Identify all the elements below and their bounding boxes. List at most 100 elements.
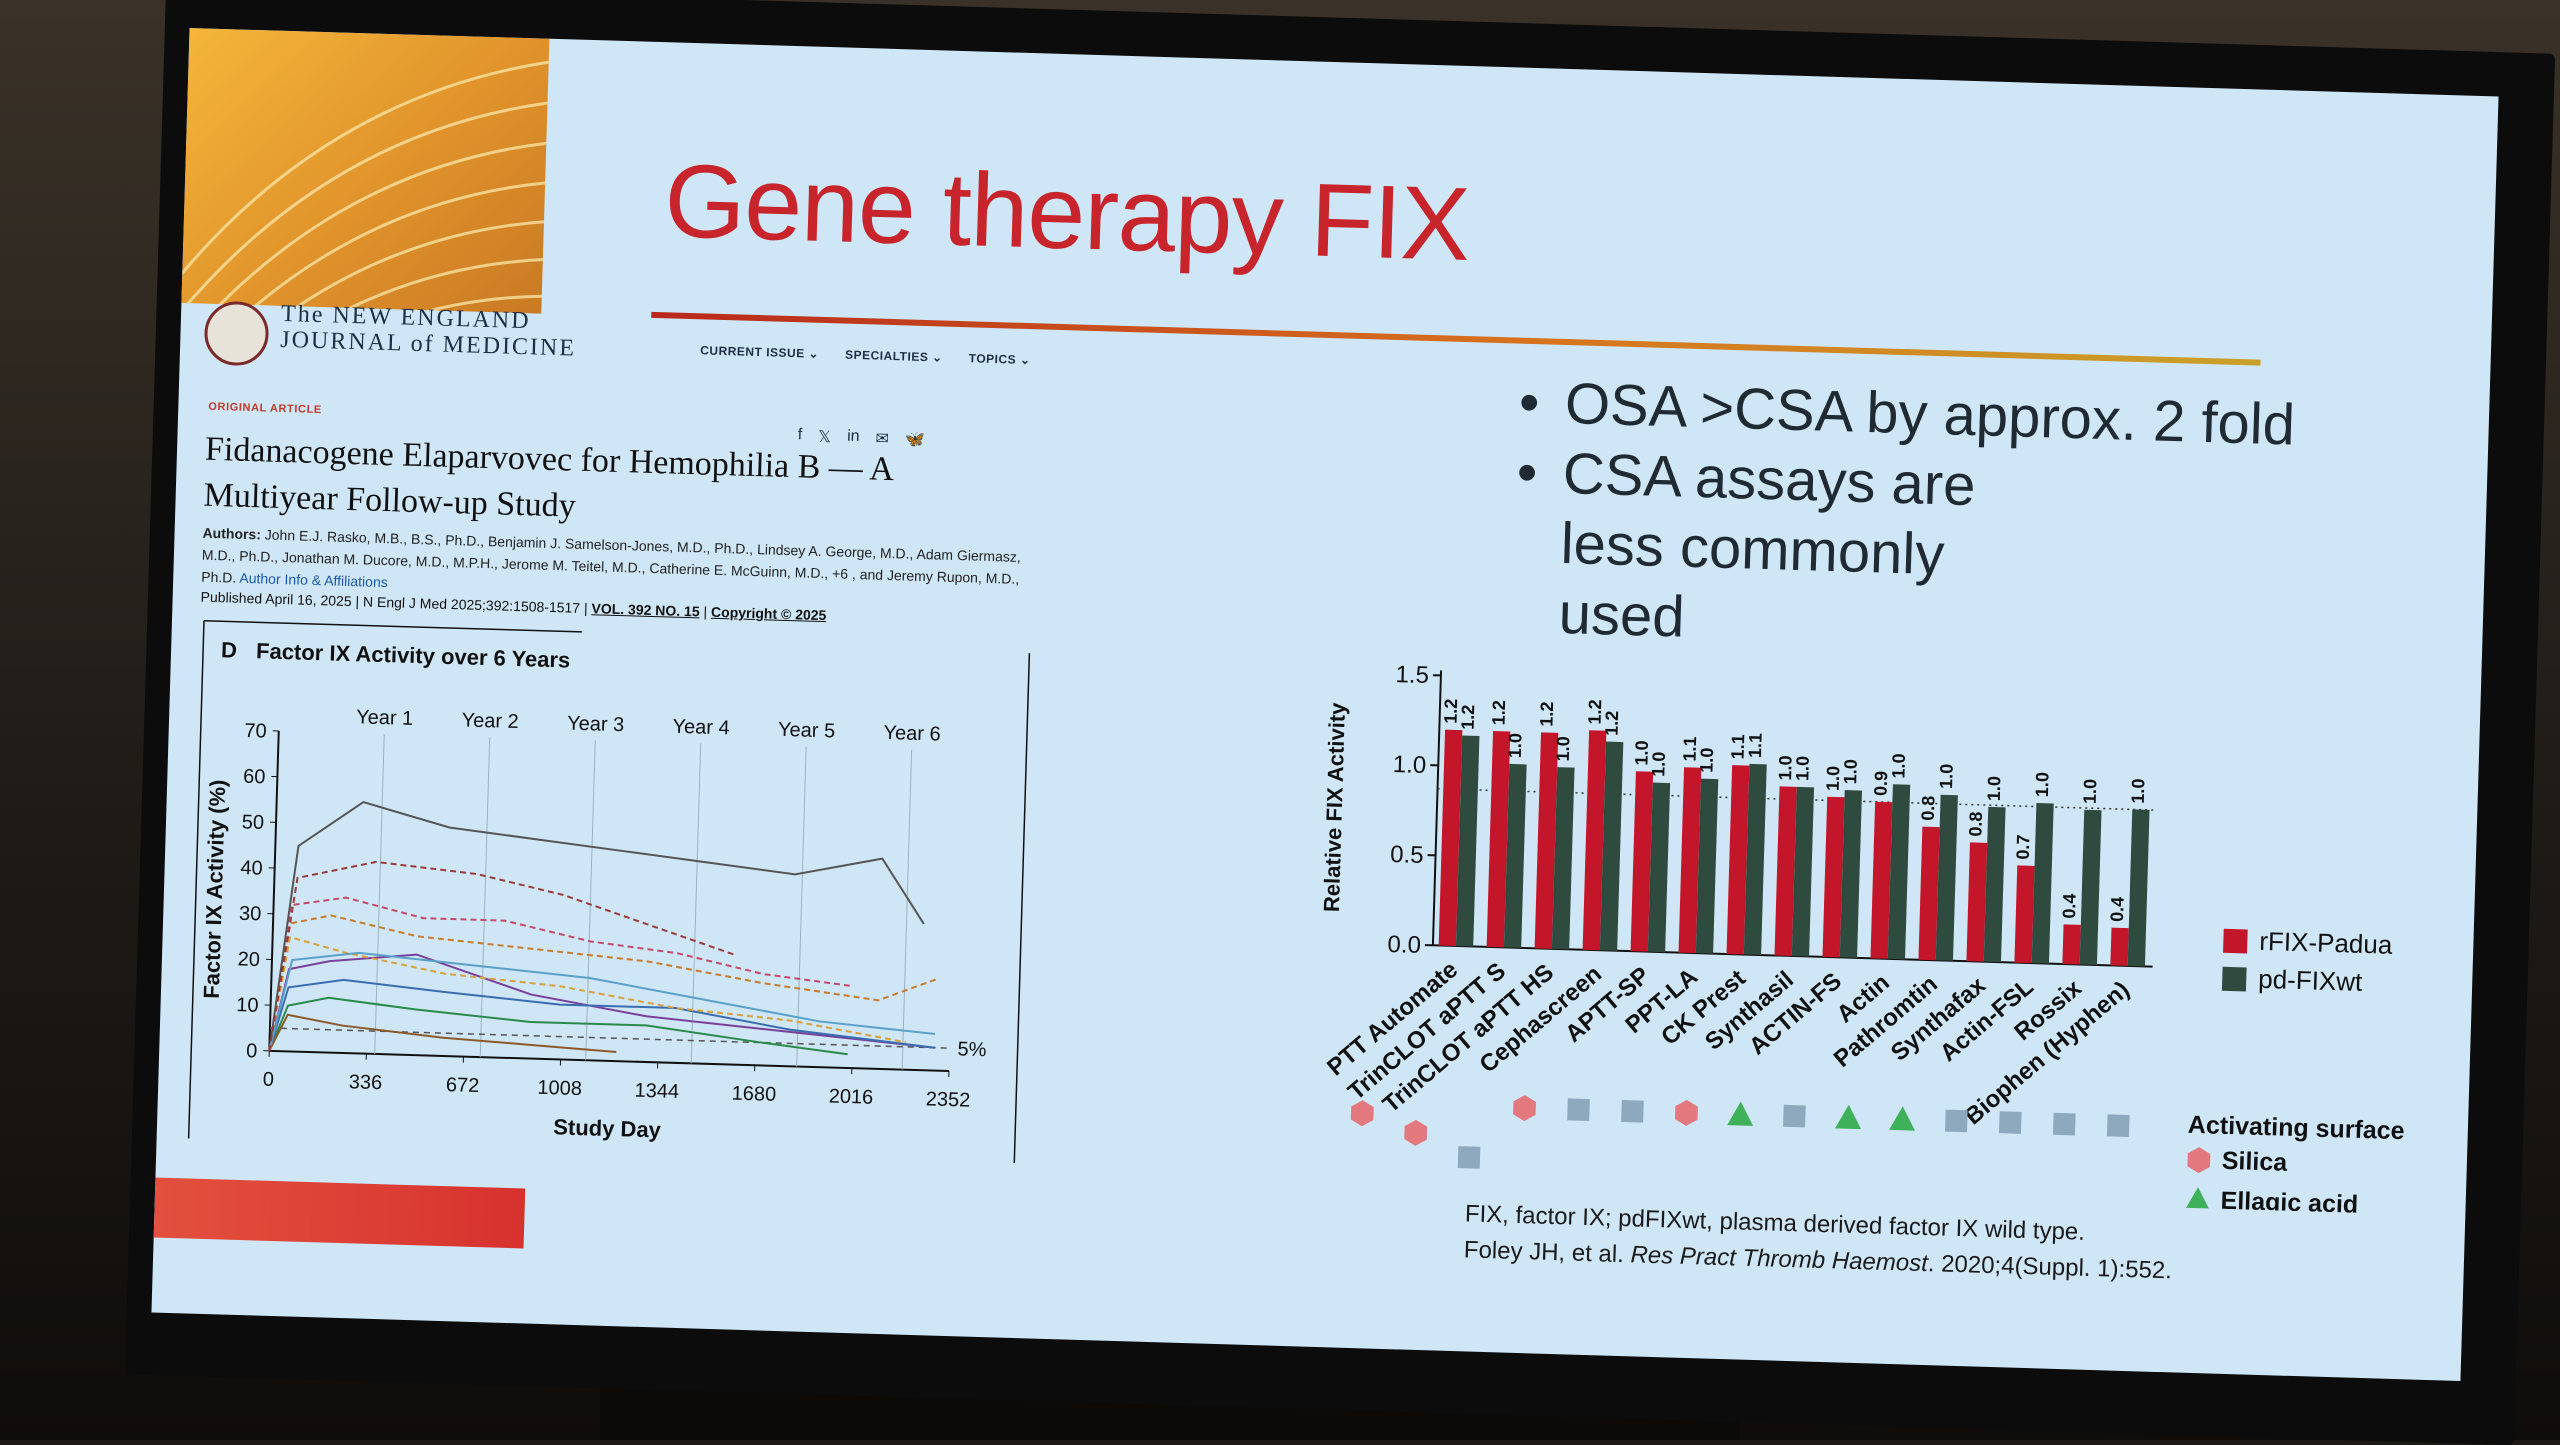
bar-pd-fixwt	[2128, 809, 2150, 966]
y-tick-label: 40	[240, 857, 263, 880]
bar-value-label: 0.7	[2013, 834, 2034, 860]
bar-value-label: 1.0	[1888, 753, 1909, 779]
year-label: Year 2	[461, 709, 519, 733]
y-tick-label: 10	[236, 994, 259, 1017]
nejm-seal-logo	[204, 301, 270, 367]
line-chart-background	[177, 618, 1062, 1164]
y-tick-label: 0	[246, 1040, 258, 1062]
decorative-bottom-band	[154, 1178, 526, 1249]
x-axis-label: Study Day	[553, 1114, 662, 1142]
section-label: ORIGINAL ARTICLE	[208, 401, 322, 416]
factor-ix-line-chart: D Factor IX Activity over 6 Years 010203…	[177, 618, 1062, 1164]
bar-value-label: 1.0	[2128, 778, 2149, 804]
bar-value-label: 1.0	[2080, 779, 2101, 805]
legend-marker-ellagic	[2184, 1187, 2211, 1212]
surface-marker-unknown	[1999, 1111, 2022, 1134]
volume-link[interactable]: VOL. 392 NO. 15	[591, 600, 700, 619]
x-tick-label: 672	[446, 1074, 480, 1097]
bar-y-tick-label: 0.0	[1387, 931, 1421, 959]
menu-specialties[interactable]: SPECIALTIES ⌄	[845, 348, 943, 365]
surface-marker-unknown	[1458, 1146, 1481, 1169]
bar-value-label: 1.0	[1553, 736, 1574, 762]
journal-menu: CURRENT ISSUE ⌄ SPECIALTIES ⌄ TOPICS ⌄	[700, 343, 1031, 367]
x-tick-label: 1008	[537, 1077, 582, 1100]
x-tick-label: 0	[263, 1069, 275, 1091]
legend-label: rFIX-Padua	[2259, 926, 2393, 960]
bar-value-label: 1.0	[1648, 751, 1669, 777]
bar-value-label: 0.4	[2059, 893, 2080, 919]
y-tick-label: 50	[241, 811, 264, 834]
y-tick-label: 20	[237, 948, 260, 971]
surface-marker-ellagic	[1835, 1104, 1862, 1129]
bar-pd-fixwt	[2080, 810, 2102, 965]
surface-marker-silica	[1351, 1100, 1374, 1127]
journal-name: The NEW ENGLAND JOURNAL of MEDICINE	[280, 301, 577, 362]
bar-value-label: 1.1	[1745, 733, 1766, 759]
surface-marker-ellagic	[1727, 1101, 1754, 1126]
surface-marker-ellagic	[1889, 1106, 1916, 1131]
bar-y-tick-label: 1.0	[1392, 751, 1426, 779]
bar-value-label: 1.0	[1696, 747, 1717, 773]
bar-y-tick-label: 1.5	[1395, 661, 1429, 689]
author-info-link[interactable]: Author Info & Affiliations	[239, 570, 388, 590]
legend-swatch	[2223, 929, 2248, 954]
legend-swatch	[2222, 967, 2247, 992]
bar-y-tick-label: 0.5	[1390, 841, 1424, 869]
year-label: Year 1	[356, 706, 414, 730]
bar-value-label: 1.0	[2032, 772, 2053, 798]
surface-marker-unknown	[1567, 1098, 1590, 1121]
surface-marker-unknown	[1621, 1100, 1644, 1123]
bar-rfix-padua	[2110, 928, 2128, 966]
bar-pd-fixwt	[1984, 807, 2006, 962]
y-tick-label: 70	[244, 720, 267, 743]
x-tick-label: 1680	[731, 1083, 776, 1106]
copyright-link[interactable]: Copyright © 2025	[711, 604, 827, 623]
menu-current-issue[interactable]: CURRENT ISSUE ⌄	[700, 343, 819, 361]
bar-pd-fixwt	[2032, 803, 2054, 964]
slide-screen: Gene therapy FIX •OSA >CSA by approx. 2 …	[151, 28, 2498, 1381]
x-tick-label: 2016	[828, 1085, 873, 1108]
bar-value-label: 1.0	[1505, 733, 1526, 759]
bar-value-label: 1.2	[1488, 700, 1509, 726]
bar-value-label: 0.8	[1918, 795, 1939, 821]
menu-topics[interactable]: TOPICS ⌄	[969, 351, 1031, 367]
surface-marker-unknown	[1945, 1110, 1968, 1133]
bar-value-label: 1.0	[1936, 764, 1957, 790]
surface-marker-unknown	[1783, 1105, 1806, 1128]
surface-legend-title: Activating surface	[2187, 1111, 2405, 1145]
surface-marker-silica	[1404, 1120, 1427, 1147]
year-label: Year 4	[672, 716, 730, 740]
bar-value-label: 0.8	[1965, 811, 1986, 837]
bar-rfix-padua	[1966, 842, 1987, 961]
bar-rfix-padua	[2014, 865, 2034, 963]
y-tick-label: 30	[239, 903, 262, 926]
legend-label: pd-FIXwt	[2258, 964, 2364, 997]
bar-pd-fixwt	[1936, 795, 1958, 961]
bar-value-label: 1.0	[1792, 756, 1813, 782]
bar-value-label: 1.2	[1601, 710, 1622, 736]
bar-y-axis-label: Relative FIX Activity	[1319, 701, 1350, 912]
bar-rfix-padua	[2062, 924, 2080, 964]
y-tick-label: 60	[243, 766, 266, 789]
x-tick-label: 2352	[926, 1088, 971, 1111]
year-label: Year 6	[883, 722, 941, 746]
bar-value-label: 1.0	[1984, 776, 2005, 802]
bar-value-label: 0.4	[2107, 896, 2128, 922]
legend-marker-silica	[2187, 1147, 2210, 1174]
decorative-arc-panel	[181, 28, 549, 314]
surface-marker-unknown	[2107, 1114, 2130, 1137]
panel-label: D	[221, 637, 238, 662]
surface-marker-silica	[1513, 1095, 1536, 1122]
x-tick-label: 1344	[634, 1080, 679, 1103]
surface-marker-silica	[1675, 1100, 1698, 1127]
slide-title: Gene therapy FIX	[663, 142, 1471, 285]
year-label: Year 5	[778, 719, 836, 743]
bar-value-label: 1.2	[1536, 701, 1557, 727]
x-tick-label: 336	[348, 1071, 382, 1094]
surface-legend-label: Ellagic acid	[2220, 1187, 2358, 1215]
threshold-label: 5%	[957, 1038, 987, 1061]
surface-marker-unknown	[2053, 1113, 2076, 1136]
bar-value-label: 1.2	[1458, 704, 1479, 730]
bar-y-axis	[1433, 670, 1441, 945]
surface-legend-label: Silica	[2221, 1147, 2288, 1177]
